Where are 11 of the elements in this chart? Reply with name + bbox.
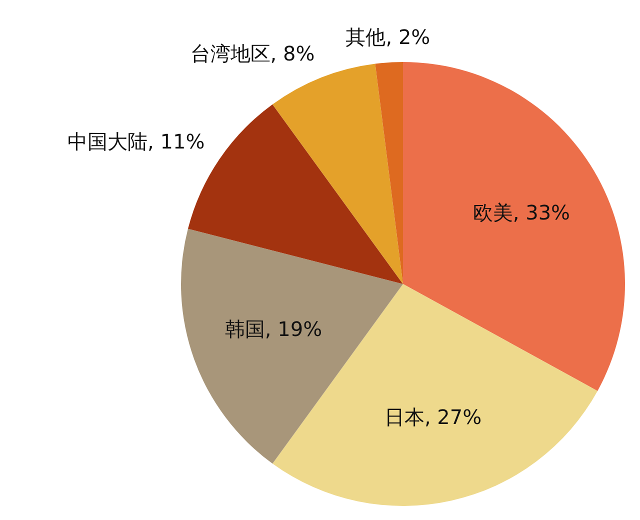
slice-label: 其他, 2% [346, 25, 430, 50]
slice-label: 中国大陆, 11% [68, 130, 205, 154]
pie-slice [403, 62, 625, 391]
pie-slice [181, 228, 403, 464]
pie-slice [272, 64, 403, 284]
slice-label: 欧美, 33% [472, 200, 570, 224]
pie-slice [272, 284, 598, 506]
slice-label: 韩国, 19% [224, 317, 322, 342]
slice-label: 日本, 27% [384, 404, 482, 429]
pie-slice [375, 62, 403, 284]
slice-label: 台湾地区, 8% [190, 42, 315, 66]
